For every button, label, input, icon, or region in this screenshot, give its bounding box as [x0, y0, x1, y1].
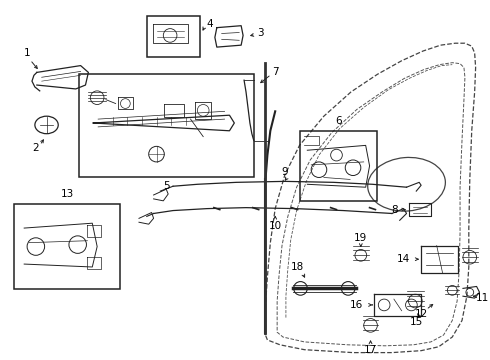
Text: 7: 7: [272, 67, 278, 77]
Text: 3: 3: [257, 28, 264, 39]
Bar: [147, 16, 200, 57]
Text: 19: 19: [354, 233, 368, 243]
Text: 8: 8: [392, 204, 398, 215]
Text: 2: 2: [32, 143, 39, 153]
Text: 16: 16: [350, 300, 364, 310]
Text: 17: 17: [364, 345, 377, 355]
Text: 4: 4: [207, 19, 213, 29]
Bar: [14, 204, 120, 289]
Bar: [299, 131, 377, 201]
Text: 6: 6: [335, 116, 342, 126]
Text: 9: 9: [282, 167, 288, 177]
Text: 14: 14: [397, 254, 410, 264]
Text: 18: 18: [291, 262, 304, 272]
Text: 15: 15: [410, 318, 423, 328]
Text: 12: 12: [415, 309, 428, 319]
Bar: [79, 75, 254, 176]
Text: 10: 10: [269, 221, 282, 231]
Text: 11: 11: [476, 293, 489, 303]
Text: 13: 13: [60, 189, 74, 199]
Text: 5: 5: [163, 181, 170, 191]
Text: 1: 1: [24, 48, 30, 58]
